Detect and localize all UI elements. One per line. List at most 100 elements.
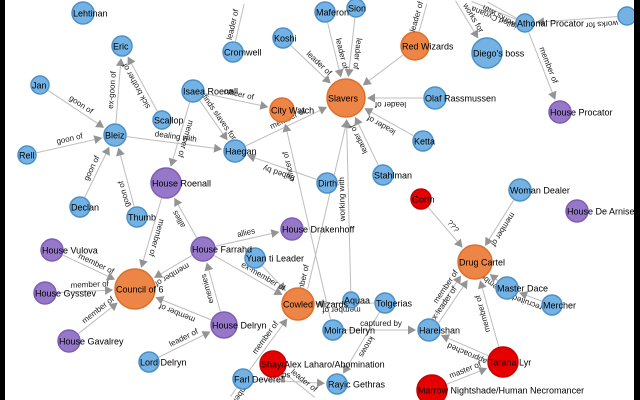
- graph-node-housegavalrey[interactable]: [57, 329, 81, 353]
- graph-node-ketta[interactable]: [412, 130, 434, 152]
- graph-node-houseroenall[interactable]: [150, 167, 182, 199]
- graph-node-thumb[interactable]: [126, 206, 148, 228]
- edge-label: leader of: [408, 0, 425, 33]
- graph-node-tolgerias[interactable]: [374, 292, 396, 314]
- graph-node-lorddelryn[interactable]: [138, 351, 160, 373]
- graph-node-eric[interactable]: [111, 35, 133, 57]
- graph-edge: [487, 1, 517, 19]
- arrowhead-icon: [344, 68, 354, 78]
- node-label: Cowled Wizards: [283, 300, 349, 310]
- graph-edge: [157, 297, 212, 321]
- graph-node-housefarrahd[interactable]: [190, 236, 216, 262]
- graph-node-koshi[interactable]: [272, 27, 294, 49]
- graph-node-bleiz[interactable]: [103, 123, 127, 147]
- graph-node-aquaa[interactable]: [342, 291, 360, 309]
- arrowhead-icon: [108, 302, 118, 312]
- graph-edge: [438, 281, 467, 323]
- node-label: Koshi: [274, 34, 297, 44]
- graph-node-dirth[interactable]: [316, 172, 338, 194]
- node-label: Lord Delryn: [140, 358, 187, 368]
- graph-node-housedrakenhoff[interactable]: [280, 217, 304, 241]
- arrowhead-icon: [282, 123, 292, 133]
- graph-edge: [170, 102, 191, 165]
- graph-node-drugcartel[interactable]: [457, 244, 493, 280]
- graph-edge: [128, 58, 158, 112]
- graph-node-citywatch[interactable]: [269, 97, 295, 123]
- graph-node-stahlman[interactable]: [372, 164, 394, 186]
- arrowhead-icon: [153, 269, 164, 278]
- graph-node-housevulova[interactable]: [40, 238, 64, 262]
- graph-node-housegysstev[interactable]: [33, 281, 57, 305]
- graph-node-houseprocator[interactable]: [548, 100, 572, 124]
- graph-node-haegan[interactable]: [223, 139, 247, 163]
- graph-node-olaf[interactable]: [423, 86, 447, 110]
- arrowhead-icon: [116, 147, 125, 157]
- edge-label: leader of: [374, 100, 406, 109]
- graph-node-shay[interactable]: [259, 350, 287, 378]
- node-label: House Drakenhoff: [282, 225, 355, 235]
- graph-edge: [229, 387, 238, 398]
- graph-node-cowled[interactable]: [281, 287, 315, 321]
- graph-node-redwizards[interactable]: [400, 31, 430, 61]
- graph-edge: [431, 276, 461, 319]
- arrowhead-icon: [139, 258, 148, 268]
- graph-node-maferon[interactable]: [314, 1, 336, 23]
- graph-node-farl[interactable]: [232, 368, 254, 390]
- graph-edge: [364, 54, 404, 85]
- graph-node-rell[interactable]: [17, 145, 37, 165]
- graph-edge: [84, 148, 109, 198]
- edge-label: member of: [537, 46, 560, 86]
- graph-node-tarana[interactable]: [487, 346, 519, 378]
- arrowhead-icon: [155, 296, 165, 305]
- graph-edge: [199, 100, 227, 139]
- graph-edge: [418, 3, 428, 32]
- graph-node-marrow[interactable]: [416, 374, 448, 400]
- graph-node-cromwell[interactable]: [222, 41, 244, 63]
- graph-node-diegosboss[interactable]: [471, 37, 503, 69]
- graph-node-womandealer[interactable]: [508, 178, 532, 202]
- node-label: Tarana Lyr: [489, 358, 531, 368]
- edge-label: ex-goon of: [106, 70, 118, 109]
- graph-node-yuanti[interactable]: [244, 247, 266, 269]
- graph-node-rayic[interactable]: [326, 373, 348, 395]
- arrowhead-icon: [276, 281, 286, 291]
- graph-node-sion[interactable]: [346, 0, 366, 18]
- graph-node-athonal[interactable]: [515, 13, 535, 33]
- node-label: City Watch: [271, 106, 314, 116]
- arrowhead-icon: [93, 135, 103, 145]
- edge-label: finds slaves for: [200, 93, 238, 142]
- arrowhead-icon: [115, 57, 125, 67]
- graph-node-mercher[interactable]: [541, 294, 563, 316]
- node-label: Eric: [113, 42, 129, 52]
- graph-edge: [62, 254, 114, 280]
- graph-node-slavers[interactable]: [326, 78, 366, 118]
- graph-node-moira[interactable]: [322, 319, 344, 341]
- edge-label: approached: [446, 341, 488, 366]
- node-label: Cromwell: [224, 48, 262, 58]
- node-label: Master Dace: [497, 284, 548, 294]
- graph-node-declan[interactable]: [69, 196, 91, 218]
- graph-node-hareishan[interactable]: [417, 318, 441, 342]
- graph-node-housedelryn[interactable]: [210, 311, 238, 339]
- graph-node-scallop[interactable]: [152, 110, 172, 130]
- node-label: Lehtinan: [73, 9, 108, 19]
- graph-node-housedearnise[interactable]: [565, 199, 589, 223]
- graph-node-lehtinan[interactable]: [71, 1, 95, 25]
- node-label: House Farrahd: [192, 245, 252, 255]
- node-label: Moira Delryn: [324, 326, 375, 336]
- edge-label: member of: [489, 211, 517, 249]
- node-label: House Vulova: [42, 246, 98, 256]
- graph-edge: [48, 90, 103, 128]
- node-label: Thumb: [128, 213, 156, 223]
- node-label: House Procator: [550, 108, 613, 118]
- graph-node-masterdace[interactable]: [495, 276, 519, 300]
- graph-node-gorm[interactable]: [410, 188, 432, 210]
- node-label: Drug Cartel: [459, 258, 505, 268]
- node-label: Dirth: [318, 179, 337, 189]
- graph-node-jan[interactable]: [30, 75, 50, 95]
- edge-label: working with: [337, 177, 347, 222]
- graph-node-council[interactable]: [114, 268, 156, 310]
- node-label: Isaea Roenall: [183, 87, 238, 97]
- graph-node-isaea[interactable]: [181, 79, 205, 103]
